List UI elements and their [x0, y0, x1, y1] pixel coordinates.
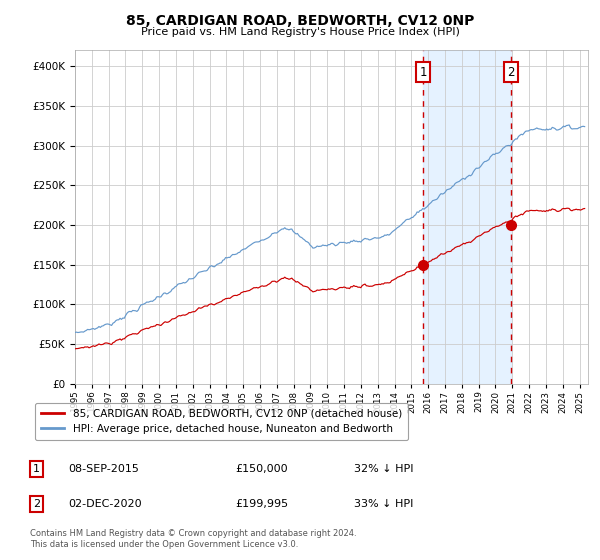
Legend: 85, CARDIGAN ROAD, BEDWORTH, CV12 0NP (detached house), HPI: Average price, deta: 85, CARDIGAN ROAD, BEDWORTH, CV12 0NP (d… [35, 403, 408, 440]
Text: This data is licensed under the Open Government Licence v3.0.: This data is licensed under the Open Gov… [30, 540, 298, 549]
Text: 2: 2 [507, 66, 515, 78]
Text: 1: 1 [419, 66, 427, 78]
Text: Contains HM Land Registry data © Crown copyright and database right 2024.: Contains HM Land Registry data © Crown c… [30, 529, 356, 538]
Text: Price paid vs. HM Land Registry's House Price Index (HPI): Price paid vs. HM Land Registry's House … [140, 27, 460, 37]
Text: 02-DEC-2020: 02-DEC-2020 [68, 499, 142, 509]
Text: 1: 1 [33, 464, 40, 474]
Text: 33% ↓ HPI: 33% ↓ HPI [354, 499, 413, 509]
Bar [423, 50, 511, 384]
Text: 32% ↓ HPI: 32% ↓ HPI [354, 464, 413, 474]
Text: £150,000: £150,000 [235, 464, 288, 474]
Text: 2: 2 [33, 499, 40, 509]
Text: £199,995: £199,995 [235, 499, 289, 509]
Text: 08-SEP-2015: 08-SEP-2015 [68, 464, 139, 474]
Text: 85, CARDIGAN ROAD, BEDWORTH, CV12 0NP: 85, CARDIGAN ROAD, BEDWORTH, CV12 0NP [126, 14, 474, 28]
